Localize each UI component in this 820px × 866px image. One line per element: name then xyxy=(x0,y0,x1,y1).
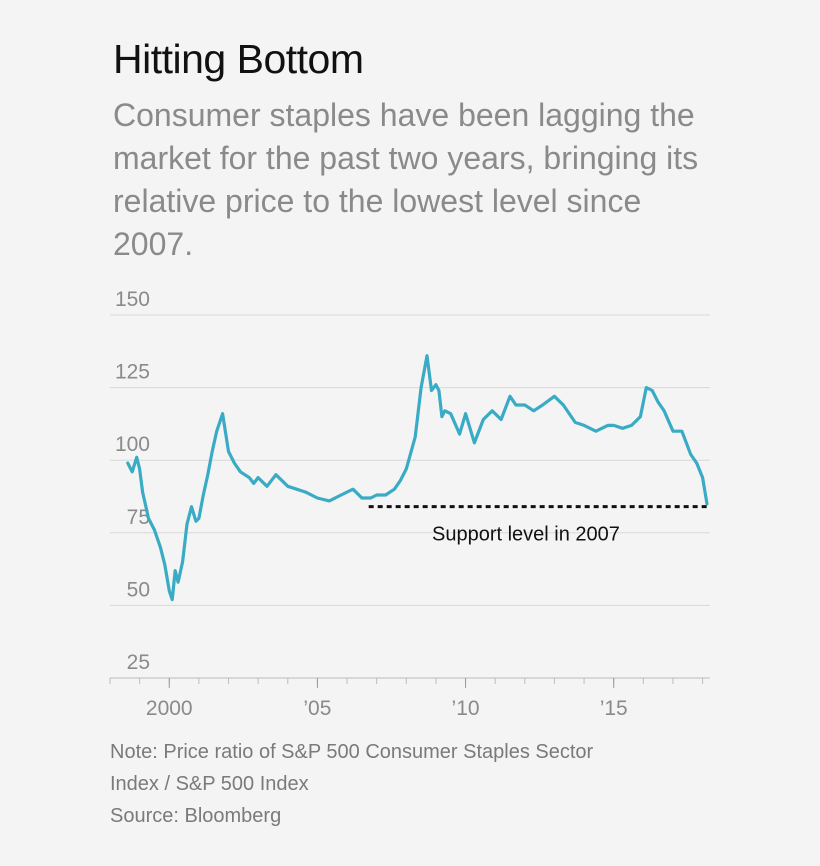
y-tick-label: 75 xyxy=(127,506,150,529)
note-line-2: Index / S&P 500 Index xyxy=(110,773,309,795)
x-tick-label: 2000 xyxy=(146,697,193,720)
y-tick-label: 125 xyxy=(115,361,150,384)
chart-footnote: Note: Price ratio of S&P 500 Consumer St… xyxy=(110,736,710,832)
y-tick-label: 100 xyxy=(115,433,150,456)
support-level-label: Support level in 2007 xyxy=(432,524,620,546)
x-tick-label: ’05 xyxy=(303,697,331,720)
y-tick-label: 50 xyxy=(127,578,150,601)
series-layer xyxy=(126,354,709,602)
x-tick-label: ’10 xyxy=(452,697,480,720)
chart-subtitle: Consumer staples have been lagging the m… xyxy=(113,97,699,262)
annotation-layer: Support level in 2007 xyxy=(368,505,708,546)
note-line-1: Note: Price ratio of S&P 500 Consumer St… xyxy=(110,741,594,763)
x-tick-label: ’15 xyxy=(600,697,628,720)
series-line-0 xyxy=(126,354,709,602)
chart-title: Hitting Bottom xyxy=(113,36,364,82)
x-axis: 2000 ’05 ’10 ’15 xyxy=(109,677,710,720)
source-line: Source: Bloomberg xyxy=(110,805,282,827)
y-axis-tick-labels: 150 125 100 75 50 25 xyxy=(115,288,150,674)
grid-lines xyxy=(110,314,710,679)
y-tick-label: 150 xyxy=(115,288,150,311)
y-tick-label: 25 xyxy=(127,651,150,674)
